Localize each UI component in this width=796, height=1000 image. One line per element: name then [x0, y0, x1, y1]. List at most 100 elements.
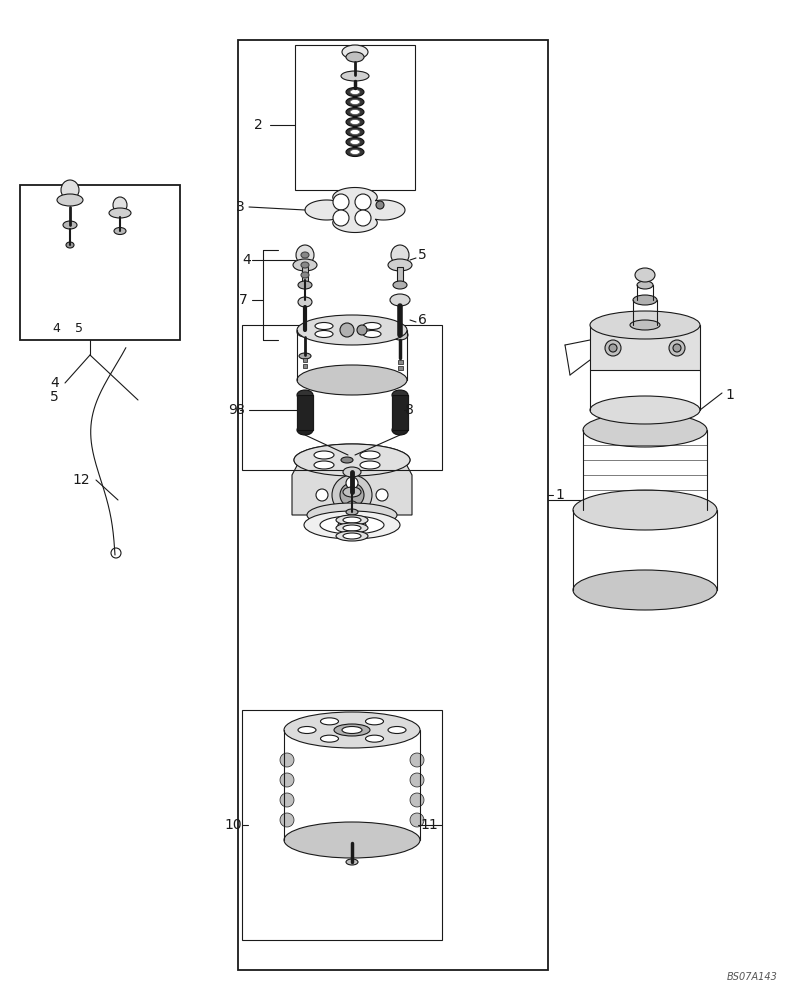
Ellipse shape	[320, 516, 384, 534]
Ellipse shape	[297, 365, 407, 395]
Circle shape	[410, 813, 424, 827]
Ellipse shape	[350, 109, 360, 114]
Ellipse shape	[346, 117, 364, 126]
Text: BS07A143: BS07A143	[727, 972, 778, 982]
Text: 4: 4	[50, 376, 59, 390]
Bar	[20, 185, 180, 340]
Circle shape	[280, 753, 294, 767]
Ellipse shape	[341, 457, 353, 463]
Ellipse shape	[346, 127, 364, 136]
Text: 9: 9	[228, 403, 237, 417]
Circle shape	[355, 194, 371, 210]
Ellipse shape	[365, 735, 384, 742]
Ellipse shape	[590, 396, 700, 424]
Circle shape	[410, 773, 424, 787]
Ellipse shape	[299, 353, 311, 359]
Ellipse shape	[334, 724, 370, 736]
Ellipse shape	[304, 511, 400, 539]
Circle shape	[280, 793, 294, 807]
Ellipse shape	[113, 197, 127, 213]
Ellipse shape	[284, 822, 420, 858]
Circle shape	[280, 813, 294, 827]
Circle shape	[346, 501, 358, 513]
Ellipse shape	[114, 228, 126, 234]
Ellipse shape	[298, 297, 312, 307]
Text: 7: 7	[239, 293, 248, 307]
Ellipse shape	[637, 281, 653, 289]
Ellipse shape	[390, 294, 410, 306]
Ellipse shape	[294, 444, 410, 476]
Ellipse shape	[392, 330, 408, 340]
Ellipse shape	[66, 242, 74, 248]
Text: 12: 12	[72, 473, 90, 487]
Ellipse shape	[388, 726, 406, 734]
Circle shape	[340, 483, 364, 507]
Ellipse shape	[336, 515, 368, 525]
Ellipse shape	[342, 45, 368, 59]
Ellipse shape	[297, 327, 313, 337]
Circle shape	[673, 344, 681, 352]
Circle shape	[410, 793, 424, 807]
Ellipse shape	[296, 245, 314, 265]
Ellipse shape	[301, 252, 309, 258]
Ellipse shape	[314, 451, 334, 459]
Ellipse shape	[633, 295, 657, 305]
Ellipse shape	[307, 503, 397, 527]
Ellipse shape	[63, 221, 77, 229]
Ellipse shape	[293, 259, 317, 271]
Circle shape	[609, 344, 617, 352]
Polygon shape	[305, 188, 405, 232]
Bar	[397, 366, 403, 370]
Bar	[303, 358, 307, 362]
Circle shape	[357, 325, 367, 335]
Ellipse shape	[346, 52, 364, 62]
Circle shape	[355, 210, 371, 226]
Ellipse shape	[321, 735, 338, 742]
Ellipse shape	[630, 320, 660, 330]
Text: 1: 1	[555, 488, 564, 502]
Text: 5: 5	[50, 390, 59, 404]
Circle shape	[340, 323, 354, 337]
Ellipse shape	[57, 194, 83, 206]
Ellipse shape	[350, 90, 360, 95]
Bar	[397, 360, 403, 364]
Text: 2: 2	[254, 118, 263, 132]
Polygon shape	[292, 460, 412, 515]
Ellipse shape	[315, 322, 333, 330]
Bar	[295, 45, 415, 190]
Ellipse shape	[314, 461, 334, 469]
Text: 8: 8	[405, 403, 414, 417]
Ellipse shape	[360, 461, 380, 469]
Ellipse shape	[298, 726, 316, 734]
Text: 8: 8	[236, 403, 245, 417]
Circle shape	[333, 194, 349, 210]
Ellipse shape	[393, 281, 407, 289]
Ellipse shape	[350, 129, 360, 134]
Ellipse shape	[363, 330, 381, 338]
Text: 3: 3	[236, 200, 244, 214]
Ellipse shape	[61, 180, 79, 200]
Ellipse shape	[350, 119, 360, 124]
Ellipse shape	[573, 490, 717, 530]
Circle shape	[605, 340, 621, 356]
Ellipse shape	[350, 149, 360, 154]
Circle shape	[376, 489, 388, 501]
Text: 5: 5	[75, 322, 83, 334]
Ellipse shape	[346, 107, 364, 116]
Ellipse shape	[321, 718, 338, 725]
Ellipse shape	[301, 272, 309, 278]
Ellipse shape	[109, 208, 131, 218]
Text: 1: 1	[725, 388, 734, 402]
Ellipse shape	[301, 262, 309, 268]
Ellipse shape	[350, 139, 360, 144]
Bar	[297, 395, 313, 430]
Ellipse shape	[294, 444, 410, 476]
Circle shape	[280, 773, 294, 787]
Ellipse shape	[363, 322, 381, 330]
Ellipse shape	[391, 245, 409, 265]
Text: 10: 10	[224, 818, 242, 832]
Ellipse shape	[392, 390, 408, 400]
Bar	[302, 267, 308, 285]
Circle shape	[410, 753, 424, 767]
Ellipse shape	[297, 315, 407, 345]
